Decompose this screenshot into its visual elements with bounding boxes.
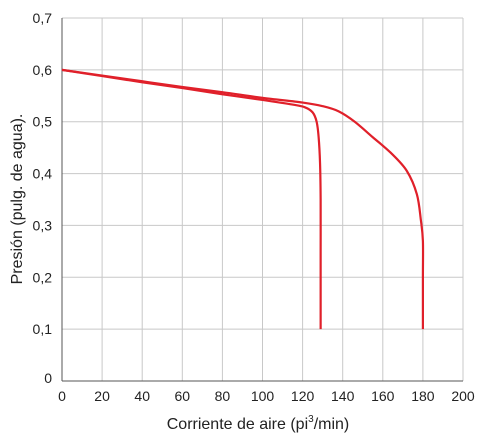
x-tick-label: 0 [58, 388, 66, 404]
x-tick-label: 120 [291, 388, 315, 404]
grid [62, 17, 464, 381]
x-tick-label: 160 [371, 388, 395, 404]
y-axis-title: Presión (pulg. de agua). [9, 114, 26, 285]
axes [61, 18, 463, 382]
x-tick-label: 180 [411, 388, 435, 404]
y-tick-label: 0,3 [33, 217, 53, 233]
x-axis-title: Corriente de aire (pi3/min) [167, 414, 350, 433]
y-tick-label: 0,7 [33, 10, 53, 26]
series-lines [61, 68, 425, 330]
y-tick-label: 0,6 [33, 62, 53, 78]
y-tick-label: 0,1 [33, 321, 53, 337]
y-tick-label: 0 [44, 370, 52, 386]
y-tick-label: 0,4 [33, 166, 53, 182]
x-tick-label: 80 [215, 388, 231, 404]
series-line-2 [61, 68, 425, 330]
tick-labels: 0 20 40 60 80 100 120 140 160 180 200 0 0,1 0,2 0,3 0,4… [33, 10, 475, 404]
x-tick-label: 200 [451, 388, 475, 404]
x-tick-label: 40 [134, 388, 150, 404]
x-tick-label: 20 [94, 388, 110, 404]
y-tick-label: 0,2 [33, 269, 53, 285]
x-tick-label: 100 [251, 388, 275, 404]
x-tick-label: 60 [175, 388, 191, 404]
x-tick-label: 140 [331, 388, 355, 404]
y-tick-label: 0,5 [33, 114, 53, 130]
